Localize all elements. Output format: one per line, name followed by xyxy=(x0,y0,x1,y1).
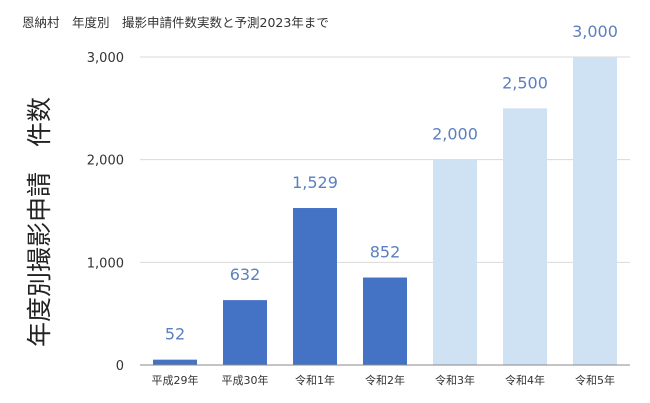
x-tick-label: 令和4年 xyxy=(505,373,545,387)
bar xyxy=(293,208,337,365)
bar xyxy=(153,359,197,365)
data-label: 852 xyxy=(370,243,401,262)
data-label: 632 xyxy=(230,265,261,284)
x-tick-label: 令和2年 xyxy=(365,373,405,387)
bar xyxy=(503,108,547,365)
data-label: 3,000 xyxy=(572,22,618,41)
chart-title: 恩納村 年度別 撮影申請件数実数と予測2023年まで xyxy=(22,15,329,30)
bar xyxy=(223,300,267,365)
x-tick-label: 令和5年 xyxy=(575,373,615,387)
x-tick-label: 令和1年 xyxy=(295,373,335,387)
y-tick-label: 1,000 xyxy=(87,256,124,271)
bar xyxy=(573,57,617,365)
y-tick-label: 2,000 xyxy=(87,154,124,169)
bar xyxy=(433,159,477,365)
data-label: 2,500 xyxy=(502,73,548,92)
y-tick-label: 3,000 xyxy=(87,51,124,66)
x-tick-label: 令和3年 xyxy=(435,373,475,387)
x-tick-label: 平成30年 xyxy=(222,373,269,387)
data-label: 52 xyxy=(165,325,185,344)
y-tick-label: 0 xyxy=(116,359,124,374)
data-label: 2,000 xyxy=(432,125,478,144)
data-label: 1,529 xyxy=(292,173,338,192)
x-tick-label: 平成29年 xyxy=(152,373,199,387)
bar xyxy=(363,277,407,365)
